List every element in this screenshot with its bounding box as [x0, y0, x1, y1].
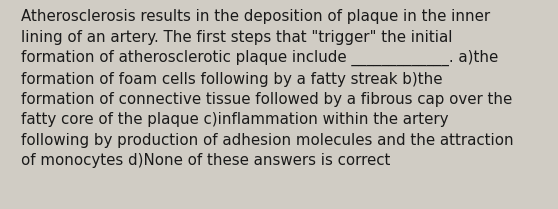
Text: Atherosclerosis results in the deposition of plaque in the inner
lining of an ar: Atherosclerosis results in the depositio…	[21, 9, 513, 168]
